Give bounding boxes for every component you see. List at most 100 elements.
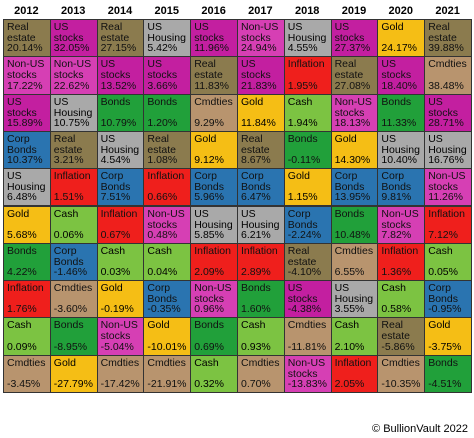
cell-2021-rank-1: Real estate 39.88%: [424, 19, 472, 58]
cell-2015-rank-9: Gold -10.01%: [143, 317, 192, 356]
asset-label: Non-US stocks: [7, 58, 45, 82]
return-value: -4.10%: [287, 266, 322, 279]
return-value: 6.47%: [241, 191, 271, 204]
return-value: 32.05%: [53, 42, 90, 55]
cell-2017-rank-6: US Housing 6.21%: [237, 205, 285, 244]
asset-label: Cmdties: [334, 244, 374, 257]
cell-2016-rank-7: Inflation 2.09%: [190, 242, 238, 282]
asset-label: Real estate: [334, 58, 364, 82]
cell-2021-rank-8: Corp Bonds -0.95%: [424, 280, 472, 319]
return-value: -0.11%: [287, 154, 321, 167]
return-value: 7.12%: [428, 228, 458, 241]
asset-label: Corp Bonds: [428, 282, 458, 306]
asset-label: US Housing: [334, 282, 374, 306]
cell-2014-rank-10: Cmdties -17.42%: [96, 354, 145, 393]
cell-2017-rank-9: Cash 0.93%: [237, 317, 285, 356]
return-value: 27.15%: [100, 42, 137, 55]
return-value: 4.55%: [287, 42, 318, 55]
return-value: 10.79%: [100, 116, 137, 129]
cell-2019-rank-5: Corp Bonds 13.95%: [330, 168, 379, 207]
return-value: 11.83%: [194, 79, 230, 92]
cell-2017-rank-7: Inflation 2.89%: [237, 242, 285, 282]
asset-label: Cash: [287, 95, 313, 108]
asset-label: Cmdties: [53, 282, 93, 295]
cell-2017-rank-5: Corp Bonds 6.47%: [237, 168, 285, 207]
cell-2014-rank-1: Real estate 27.15%: [96, 19, 145, 58]
cell-2019-rank-4: Gold 14.30%: [330, 130, 379, 170]
return-value: 5.68%: [7, 228, 37, 241]
return-value: 2.05%: [334, 377, 365, 390]
return-value: 7.51%: [100, 191, 131, 204]
return-value: 1.51%: [53, 191, 84, 204]
asset-label: Corp Bonds: [241, 170, 271, 194]
asset-label: Cash: [194, 356, 219, 369]
asset-label: Inflation: [194, 244, 231, 257]
asset-label: Gold: [100, 282, 123, 295]
asset-label: Gold: [241, 95, 264, 108]
cell-2015-rank-10: Cmdties -21.91%: [143, 354, 192, 393]
cell-2016-rank-4: Gold 9.12%: [190, 130, 238, 170]
return-value: -3.60%: [53, 303, 88, 316]
cell-2013-rank-5: Inflation 1.51%: [49, 168, 98, 207]
asset-label: Corp Bonds: [194, 170, 224, 194]
asset-label: Cash: [100, 244, 126, 257]
cell-2013-rank-1: US stocks 32.05%: [49, 19, 98, 58]
cell-2017-rank-10: Cmdties 0.70%: [237, 354, 285, 393]
cell-2021-rank-7: Cash 0.05%: [424, 242, 472, 282]
asset-label: Real estate: [147, 132, 176, 156]
return-value: 0.93%: [241, 340, 271, 353]
return-value: 0.48%: [147, 228, 178, 241]
cell-2015-rank-1: US Housing 5.42%: [143, 19, 192, 58]
asset-label: Corp Bonds: [287, 207, 318, 231]
cell-2018-rank-7: Real estate -4.10%: [283, 242, 332, 282]
return-value: 11.84%: [241, 116, 276, 129]
cell-2014-rank-6: Inflation 0.67%: [96, 205, 145, 244]
asset-label: Non-US stocks: [53, 58, 92, 82]
cell-2013-rank-8: Cmdties -3.60%: [49, 280, 98, 319]
cell-2012-rank-6: Gold 5.68%: [3, 205, 51, 244]
year-header-2020: 2020: [388, 5, 414, 17]
cell-2016-rank-6: US Housing 5.85%: [190, 205, 238, 244]
cell-2015-rank-7: Cash 0.04%: [143, 242, 192, 282]
return-value: 1.08%: [147, 154, 178, 167]
cell-2018-rank-1: US Housing 4.55%: [283, 19, 332, 58]
asset-label: Cash: [381, 282, 406, 295]
asset-label: Gold: [287, 170, 310, 183]
asset-label: US Housing: [287, 21, 327, 44]
return-value: 5.85%: [194, 228, 224, 241]
asset-label: Cash: [147, 244, 172, 257]
return-value: -27.79%: [53, 377, 93, 390]
return-value: 2.89%: [241, 266, 271, 279]
return-value: 28.71%: [428, 116, 464, 129]
cell-2016-rank-2: Real estate 11.83%: [190, 56, 238, 95]
cell-2012-rank-1: Real estate 20.14%: [3, 19, 51, 58]
cell-2012-rank-9: Cash 0.09%: [3, 317, 51, 356]
asset-label: US stocks: [241, 58, 271, 82]
return-value: 24.17%: [381, 42, 418, 55]
cell-2016-rank-3: Cmdties 9.29%: [190, 93, 238, 132]
cell-2018-rank-10: Non-US stocks -13.83%: [283, 354, 332, 393]
return-value: 1.76%: [7, 303, 37, 316]
cell-2013-rank-3: US Housing 10.75%: [49, 93, 98, 132]
asset-label: Corp Bonds: [147, 282, 178, 306]
return-value: 0.69%: [194, 340, 224, 353]
return-value: -0.35%: [147, 303, 181, 316]
asset-label: US stocks: [7, 95, 37, 119]
asset-label: US Housing: [194, 207, 233, 231]
cell-2014-rank-3: Bonds 10.79%: [96, 93, 145, 132]
return-value: -3.75%: [428, 340, 462, 353]
asset-label: Cash: [241, 319, 266, 332]
cell-2021-rank-4: US Housing 16.76%: [424, 130, 472, 170]
cell-2018-rank-8: US stocks -4.38%: [283, 280, 332, 319]
asset-label: Bonds: [381, 95, 412, 108]
asset-label: Corp Bonds: [7, 132, 37, 156]
asset-label: Bonds: [194, 319, 224, 332]
return-value: 2.09%: [194, 266, 224, 279]
return-value: 1.36%: [381, 266, 412, 279]
return-value: 3.55%: [334, 303, 365, 316]
cell-2016-rank-5: Corp Bonds 5.96%: [190, 168, 238, 207]
cell-2012-rank-10: Cmdties -3.45%: [3, 354, 51, 393]
return-value: 27.08%: [334, 79, 371, 92]
asset-label: Gold: [334, 132, 357, 145]
asset-label: Corp Bonds: [381, 170, 412, 194]
